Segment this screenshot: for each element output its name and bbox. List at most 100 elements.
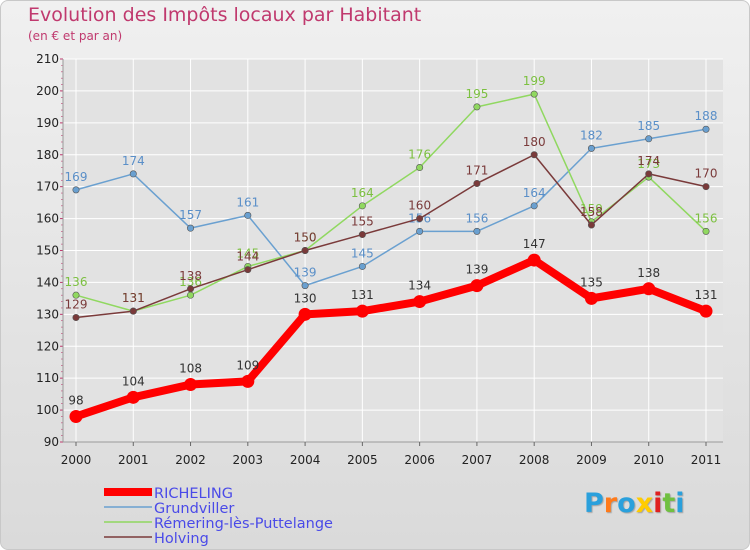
data-point — [702, 125, 710, 133]
data-label: 147 — [523, 237, 546, 251]
data-point — [702, 183, 710, 191]
data-label: 136 — [179, 275, 202, 289]
y-tick-label: 120 — [36, 339, 59, 353]
data-point — [473, 103, 481, 111]
data-label: 199 — [523, 74, 546, 88]
series-line-grundviller — [75, 128, 707, 287]
data-point — [587, 144, 595, 152]
data-point — [530, 151, 538, 159]
logo-letter: r — [603, 488, 618, 519]
data-point — [587, 221, 595, 229]
legend-label: Grundviller — [154, 501, 234, 517]
x-tick-label: 2009 — [576, 453, 607, 467]
data-point — [187, 285, 195, 293]
data-label: 139 — [465, 263, 488, 277]
data-point — [584, 291, 598, 305]
data-label: 144 — [236, 250, 259, 264]
logo-letter: t — [662, 488, 676, 519]
data-point — [301, 282, 309, 290]
data-point — [470, 279, 484, 293]
series-line-richeling — [74, 256, 708, 421]
y-tick-label: 170 — [36, 180, 59, 194]
data-point — [69, 409, 83, 423]
x-tick-label: 2001 — [118, 453, 149, 467]
data-label: 159 — [580, 202, 603, 216]
data-point — [187, 224, 195, 232]
data-point — [702, 227, 710, 235]
data-label: 195 — [465, 87, 488, 101]
x-tick-label: 2004 — [290, 453, 321, 467]
data-point — [298, 307, 312, 321]
data-point — [244, 211, 252, 219]
data-point — [416, 227, 424, 235]
data-label: 129 — [65, 298, 88, 312]
data-point — [358, 231, 366, 239]
data-point — [699, 304, 713, 318]
data-label: 150 — [294, 231, 317, 245]
data-label: 131 — [351, 288, 374, 302]
y-tick-label: 190 — [36, 116, 59, 130]
y-tick-label: 210 — [36, 52, 59, 66]
x-tick-label: 2005 — [347, 453, 378, 467]
data-label: 173 — [637, 157, 660, 171]
data-point — [530, 202, 538, 210]
data-label: 131 — [695, 288, 718, 302]
y-tick-label: 150 — [36, 244, 59, 258]
y-tick-label: 140 — [36, 275, 59, 289]
legend-label: Holving — [154, 531, 209, 547]
data-point — [184, 378, 198, 392]
data-label: 157 — [179, 208, 202, 222]
logo-letter: i — [653, 488, 663, 519]
logo-letter: P — [584, 488, 604, 519]
data-point — [129, 307, 137, 315]
x-tick-label: 2006 — [404, 453, 435, 467]
data-point — [72, 314, 80, 322]
data-point — [126, 390, 140, 404]
data-label: 145 — [236, 246, 259, 260]
logo-letter: o — [617, 488, 636, 519]
data-label: 164 — [523, 186, 546, 200]
data-point — [473, 179, 481, 187]
x-tick-label: 2011 — [691, 453, 722, 467]
data-label: 136 — [65, 275, 88, 289]
data-point — [358, 202, 366, 210]
data-label: 130 — [294, 291, 317, 305]
data-label: 108 — [179, 362, 202, 376]
data-point — [187, 291, 195, 299]
series-line-holving — [75, 154, 707, 319]
data-label: 174 — [637, 154, 660, 168]
data-label: 188 — [695, 109, 718, 123]
data-point — [473, 227, 481, 235]
data-label: 180 — [523, 135, 546, 149]
y-tick-label: 130 — [36, 307, 59, 321]
data-label: 156 — [695, 211, 718, 225]
data-point — [642, 282, 656, 296]
x-tick-label: 2003 — [233, 453, 264, 467]
data-label: 155 — [351, 215, 374, 229]
data-point — [355, 304, 369, 318]
data-label: 134 — [408, 279, 431, 293]
data-point — [527, 253, 541, 267]
chart-subtitle: (en € et par an) — [28, 29, 123, 43]
data-label: 182 — [580, 128, 603, 142]
data-label: 131 — [122, 291, 145, 305]
data-point — [413, 295, 427, 309]
data-point — [72, 186, 80, 194]
logo-letter: i — [675, 488, 685, 519]
y-tick-label: 160 — [36, 212, 59, 226]
data-point — [301, 247, 309, 255]
data-label: 161 — [236, 195, 259, 209]
logo-letter: x — [635, 488, 654, 519]
data-point — [129, 170, 137, 178]
data-point — [416, 215, 424, 223]
x-tick-label: 2000 — [61, 453, 92, 467]
series-line-r-mering-l-s-puttelange — [75, 93, 707, 312]
data-label: 109 — [236, 358, 259, 372]
data-point — [244, 266, 252, 274]
data-point — [416, 164, 424, 172]
data-label: 174 — [122, 154, 145, 168]
y-tick-label: 180 — [36, 148, 59, 162]
x-tick-label: 2007 — [462, 453, 493, 467]
